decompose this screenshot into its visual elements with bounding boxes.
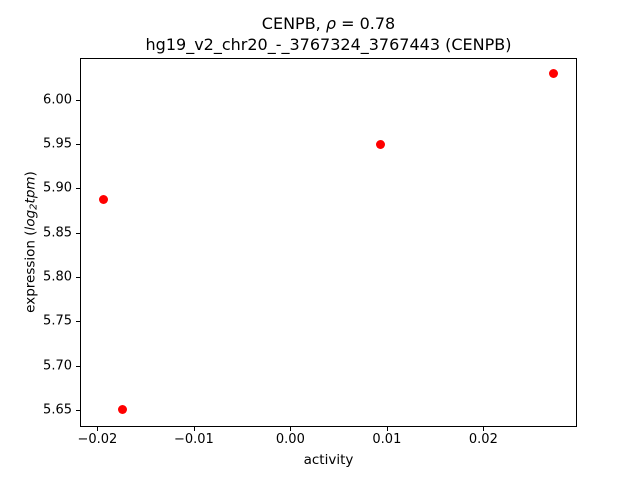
x-tick-mark xyxy=(290,427,292,431)
y-axis-label-var: tpm xyxy=(22,176,39,204)
x-tick-mark xyxy=(483,427,485,431)
y-axis-label: expression (log2tpm) xyxy=(23,171,40,313)
scatter-point xyxy=(98,194,108,204)
y-tick-mark xyxy=(76,232,80,234)
y-tick-label: 5.75 xyxy=(43,313,72,329)
x-tick-label: −0.01 xyxy=(173,432,214,447)
y-tick-label: 6.00 xyxy=(43,92,72,108)
y-tick-label: 5.85 xyxy=(43,225,72,241)
x-tick-mark xyxy=(97,427,99,431)
y-tick-mark xyxy=(76,99,80,101)
y-tick-label: 5.65 xyxy=(43,402,72,418)
y-tick-mark xyxy=(76,365,80,367)
scatter-point xyxy=(549,69,559,79)
title-rho-value: = 0.78 xyxy=(336,14,396,33)
chart-title-line1: CENPB, ρ = 0.78 xyxy=(80,13,577,34)
plot-area xyxy=(80,58,577,427)
y-tick-mark xyxy=(76,410,80,412)
y-axis-label-log: log xyxy=(22,209,39,231)
x-tick-mark xyxy=(193,427,195,431)
y-axis-label-prefix: expression ( xyxy=(22,230,39,313)
y-axis-label-subscript: 2 xyxy=(28,203,40,210)
x-tick-label: 0.00 xyxy=(275,432,305,447)
x-tick-label: 0.01 xyxy=(372,432,402,447)
y-axis-label-suffix: ) xyxy=(22,171,39,177)
y-tick-mark xyxy=(76,188,80,190)
chart-title-line2: hg19_v2_chr20_-_3767324_3767443 (CENPB) xyxy=(145,35,512,54)
y-tick-mark xyxy=(76,144,80,146)
scatter-point xyxy=(375,140,385,150)
y-tick-label: 5.70 xyxy=(43,358,72,374)
title-gene-name: CENPB, xyxy=(261,14,326,33)
x-tick-mark xyxy=(386,427,388,431)
scatter-point xyxy=(117,404,127,414)
x-axis-label: activity xyxy=(303,452,354,468)
x-tick-label: 0.02 xyxy=(468,432,498,447)
y-tick-mark xyxy=(76,277,80,279)
x-tick-label: −0.02 xyxy=(77,432,118,447)
y-tick-label: 5.80 xyxy=(43,269,72,285)
chart-title: CENPB, ρ = 0.78 hg19_v2_chr20_-_3767324_… xyxy=(80,13,577,55)
title-rho-symbol: ρ xyxy=(325,14,336,33)
y-tick-label: 5.95 xyxy=(43,136,72,152)
y-tick-mark xyxy=(76,321,80,323)
y-tick-label: 5.90 xyxy=(43,180,72,196)
